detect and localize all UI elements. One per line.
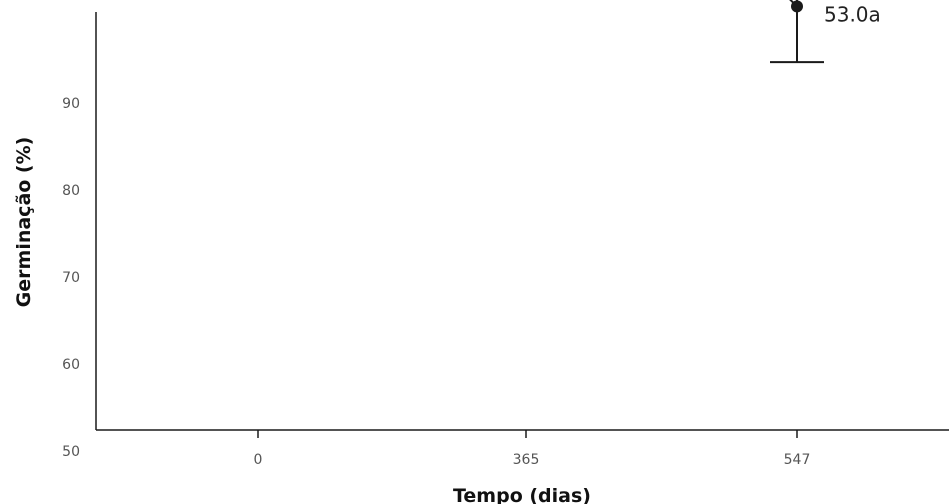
x-tick-label: 0: [254, 452, 263, 468]
y-tick-label: 60: [62, 357, 80, 373]
x-tick-label: 547: [784, 452, 811, 468]
y-axis-title: Germinação (%): [13, 137, 35, 308]
x-tick-label: 365: [513, 452, 540, 468]
data-label: 53.0a: [824, 2, 881, 26]
series-group: 81.7b84.0b53.0a: [770, 0, 881, 64]
y-tick-label: 50: [62, 444, 80, 460]
x-axis-title: Tempo (dias): [453, 485, 591, 504]
series-line: [789, 0, 798, 8]
y-tick-label: 70: [62, 270, 80, 286]
y-ticks: 50 60 70 80 90: [62, 96, 80, 460]
data-point: [791, 0, 803, 13]
y-tick-label: 90: [62, 96, 80, 112]
y-tick-label: 80: [62, 183, 80, 199]
axes: [95, 12, 949, 431]
x-ticks: 0 365 547: [254, 430, 811, 468]
